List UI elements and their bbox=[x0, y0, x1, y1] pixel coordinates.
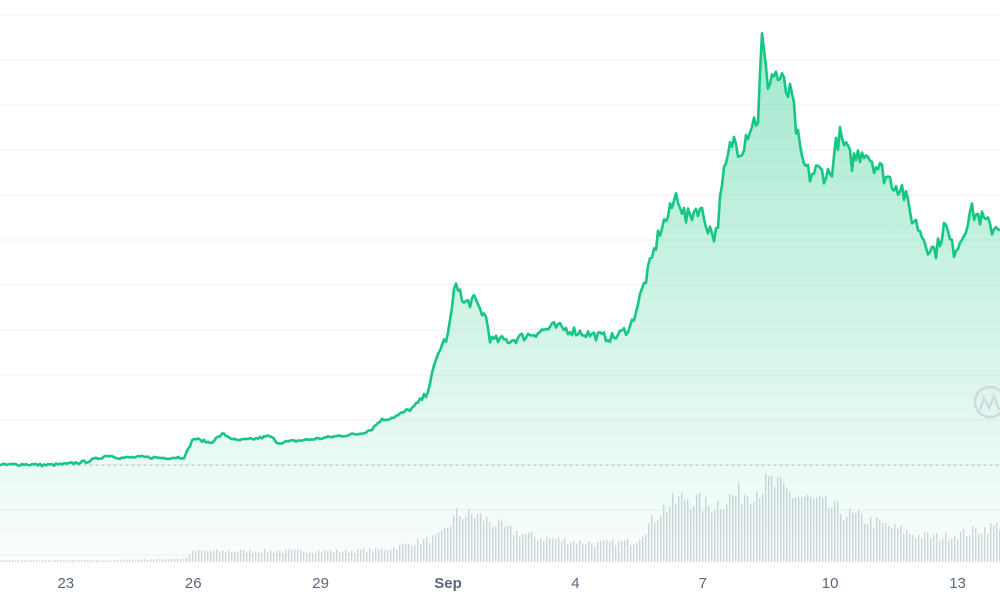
price-area bbox=[0, 33, 1000, 563]
x-tick-label: 10 bbox=[822, 575, 839, 592]
price-area-fill bbox=[0, 33, 1000, 563]
price-line bbox=[0, 31, 1000, 468]
x-tick-label: 29 bbox=[312, 575, 329, 592]
x-tick-label: 7 bbox=[699, 575, 707, 592]
x-tick-label: Sep bbox=[434, 575, 462, 592]
price-line-group bbox=[0, 31, 1000, 468]
x-tick-label: 4 bbox=[571, 575, 579, 592]
x-axis: 23 26 29 Sep 4 7 10 13 bbox=[57, 575, 965, 592]
x-tick-label: 26 bbox=[185, 575, 202, 592]
x-tick-label: 23 bbox=[57, 575, 74, 592]
watermark-logo bbox=[973, 385, 1000, 419]
x-tick-label: 13 bbox=[949, 575, 966, 592]
